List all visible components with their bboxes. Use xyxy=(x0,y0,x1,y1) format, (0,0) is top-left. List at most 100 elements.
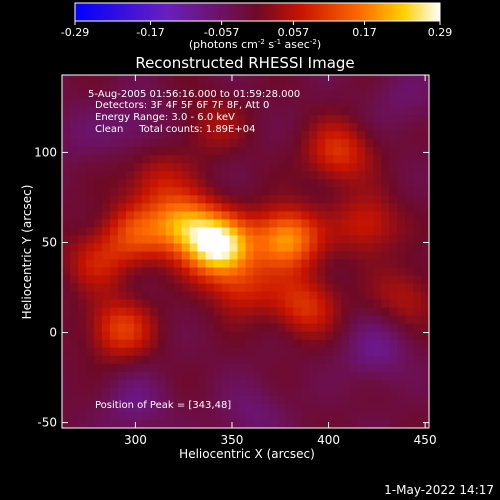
heatmap-cell xyxy=(421,379,430,389)
heatmap-cell xyxy=(213,387,223,397)
heatmap-cell xyxy=(293,243,302,253)
heatmap-cell xyxy=(197,227,207,237)
heatmap-cell xyxy=(405,259,414,269)
heatmap-cell xyxy=(181,331,191,341)
heatmap-cell xyxy=(229,195,239,204)
heatmap-cell xyxy=(309,235,318,245)
heatmap-cell xyxy=(413,139,422,148)
heatmap-cell xyxy=(77,211,87,221)
heatmap-cell xyxy=(269,395,279,405)
heatmap-cell xyxy=(301,395,310,405)
heatmap-cell xyxy=(325,355,334,365)
heatmap-cell xyxy=(405,171,414,180)
heatmap-cell xyxy=(189,203,199,212)
heatmap-cell xyxy=(197,155,207,164)
heatmap-cell xyxy=(181,299,191,309)
heatmap-cell xyxy=(165,219,175,229)
heatmap-cell xyxy=(133,147,143,156)
heatmap-cell xyxy=(165,331,175,341)
heatmap-cell xyxy=(125,315,135,325)
heatmap-cell xyxy=(245,371,255,381)
heatmap-cell xyxy=(397,179,406,188)
heatmap-cell xyxy=(141,83,151,92)
heatmap-cell xyxy=(229,363,239,373)
heatmap-cell xyxy=(309,219,318,229)
heatmap-cell xyxy=(101,243,111,253)
heatmap-cell xyxy=(285,347,294,357)
heatmap-cell xyxy=(157,323,167,333)
colorbar-label: (photons cm-2 s-1 asec-2) xyxy=(189,38,321,51)
heatmap-cell xyxy=(77,275,87,285)
heatmap-cell xyxy=(101,99,111,108)
heatmap-cell xyxy=(269,387,279,397)
heatmap-cell xyxy=(325,99,334,108)
heatmap-cell xyxy=(213,355,223,365)
heatmap-cell xyxy=(381,339,390,349)
heatmap-cell xyxy=(77,179,87,188)
heatmap-cell xyxy=(141,283,151,293)
heatmap-cell xyxy=(69,331,79,341)
heatmap-cell xyxy=(301,99,310,108)
heatmap-cell xyxy=(93,339,103,349)
heatmap-cell xyxy=(213,283,223,293)
heatmap-cell xyxy=(173,323,183,333)
heatmap-cell xyxy=(69,187,79,196)
heatmap-cell xyxy=(293,195,302,204)
heatmap-cell xyxy=(357,411,366,421)
heatmap-cell xyxy=(101,235,111,245)
heatmap-cell xyxy=(269,211,279,221)
heatmap-cell xyxy=(77,147,87,156)
heatmap-cell xyxy=(245,147,255,156)
heatmap-cell xyxy=(365,315,374,325)
heatmap-cell xyxy=(237,187,247,196)
heatmap-cell xyxy=(325,403,334,413)
heatmap-cell xyxy=(333,163,342,172)
heatmap-cell xyxy=(397,411,406,421)
heatmap-cell xyxy=(317,307,326,317)
heatmap-cell xyxy=(149,291,159,301)
heatmap-cell xyxy=(181,259,191,269)
heatmap-cell xyxy=(381,171,390,180)
heatmap-cell xyxy=(221,387,231,397)
heatmap-cell xyxy=(285,187,294,196)
heatmap-cell xyxy=(381,267,390,277)
annotation-energy: Energy Range: 3.0 - 6.0 keV xyxy=(95,112,235,123)
heatmap-cell xyxy=(421,323,430,333)
heatmap-cell xyxy=(93,179,103,188)
heatmap-cell xyxy=(381,363,390,373)
heatmap-cell xyxy=(109,387,119,397)
heatmap-cell xyxy=(205,91,215,100)
heatmap-cell xyxy=(93,83,103,92)
heatmap-cell xyxy=(301,251,310,261)
heatmap-cell xyxy=(397,195,406,204)
heatmap-cell xyxy=(373,235,382,245)
heatmap-cell xyxy=(413,155,422,164)
heatmap-cell xyxy=(69,243,79,253)
heatmap-cell xyxy=(109,155,119,164)
heatmap-cell xyxy=(261,307,271,317)
heatmap-cell xyxy=(141,259,151,269)
heatmap-cell xyxy=(77,131,87,140)
heatmap-cell xyxy=(133,171,143,180)
heatmap-cell xyxy=(413,211,422,221)
heatmap-cell xyxy=(405,411,414,421)
heatmap-cell xyxy=(245,267,255,277)
heatmap-cell xyxy=(93,107,103,116)
heatmap-cell xyxy=(165,251,175,261)
heatmap-cell xyxy=(77,227,87,237)
heatmap-cell xyxy=(157,219,167,229)
heatmap-cell xyxy=(109,363,119,373)
heatmap-cell xyxy=(205,147,215,156)
heatmap-cell xyxy=(173,259,183,269)
heatmap-cell xyxy=(221,379,231,389)
heatmap-cell xyxy=(85,331,95,341)
heatmap-cell xyxy=(413,419,422,429)
heatmap-cell xyxy=(237,411,247,421)
heatmap-cell xyxy=(69,307,79,317)
heatmap-cell xyxy=(149,307,159,317)
heatmap-cell xyxy=(333,419,342,429)
heatmap-cell xyxy=(205,355,215,365)
heatmap-cell xyxy=(317,299,326,309)
heatmap-cell xyxy=(373,123,382,132)
heatmap-cell xyxy=(381,211,390,221)
